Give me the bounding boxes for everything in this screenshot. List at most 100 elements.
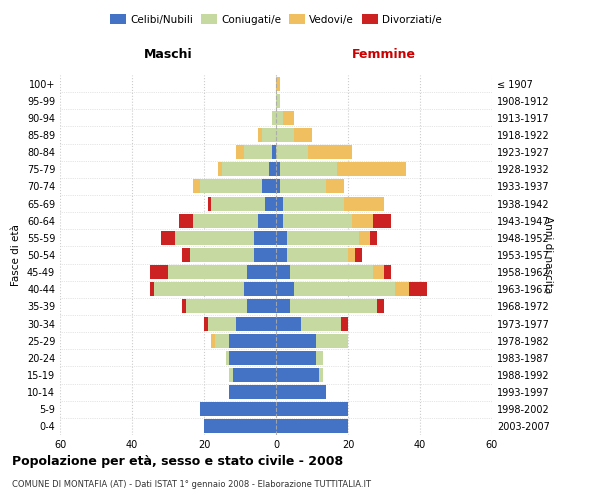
- Bar: [359, 231, 370, 245]
- Bar: [254, 231, 276, 245]
- Bar: [262, 180, 276, 194]
- Bar: [308, 145, 352, 159]
- Bar: [316, 334, 348, 347]
- Bar: [150, 282, 154, 296]
- Bar: [283, 196, 344, 210]
- Bar: [204, 420, 276, 434]
- Bar: [182, 300, 186, 314]
- Bar: [258, 214, 276, 228]
- Bar: [247, 265, 276, 279]
- Bar: [287, 231, 359, 245]
- Bar: [337, 162, 406, 176]
- Bar: [229, 368, 233, 382]
- Bar: [190, 248, 254, 262]
- Bar: [373, 214, 391, 228]
- Bar: [211, 334, 215, 347]
- Bar: [179, 214, 193, 228]
- Bar: [409, 282, 427, 296]
- Bar: [280, 162, 337, 176]
- Bar: [290, 265, 373, 279]
- Bar: [384, 265, 391, 279]
- Bar: [276, 265, 290, 279]
- Bar: [229, 385, 276, 399]
- Bar: [283, 214, 352, 228]
- Bar: [276, 316, 301, 330]
- Bar: [287, 248, 348, 262]
- Bar: [276, 145, 308, 159]
- Bar: [294, 128, 312, 142]
- Bar: [341, 316, 348, 330]
- Bar: [301, 316, 341, 330]
- Bar: [276, 402, 348, 416]
- Bar: [276, 282, 294, 296]
- Bar: [276, 231, 287, 245]
- Bar: [208, 316, 236, 330]
- Bar: [193, 214, 258, 228]
- Y-axis label: Anni di nascita: Anni di nascita: [542, 216, 553, 294]
- Bar: [150, 265, 168, 279]
- Bar: [276, 420, 348, 434]
- Legend: Celibi/Nubili, Coniugati/e, Vedovi/e, Divorziati/e: Celibi/Nubili, Coniugati/e, Vedovi/e, Di…: [106, 10, 446, 29]
- Bar: [211, 196, 265, 210]
- Bar: [370, 231, 377, 245]
- Bar: [236, 316, 276, 330]
- Bar: [276, 300, 290, 314]
- Bar: [373, 265, 384, 279]
- Bar: [182, 248, 190, 262]
- Bar: [265, 196, 276, 210]
- Bar: [348, 248, 355, 262]
- Bar: [280, 180, 326, 194]
- Bar: [377, 300, 384, 314]
- Bar: [233, 368, 276, 382]
- Bar: [229, 334, 276, 347]
- Bar: [276, 94, 280, 108]
- Bar: [269, 162, 276, 176]
- Bar: [326, 180, 344, 194]
- Bar: [283, 111, 294, 125]
- Bar: [175, 231, 254, 245]
- Bar: [247, 300, 276, 314]
- Bar: [352, 214, 373, 228]
- Bar: [276, 196, 283, 210]
- Bar: [272, 145, 276, 159]
- Bar: [276, 180, 280, 194]
- Bar: [222, 162, 269, 176]
- Bar: [154, 282, 244, 296]
- Bar: [161, 231, 175, 245]
- Bar: [229, 351, 276, 365]
- Bar: [218, 162, 222, 176]
- Bar: [258, 128, 262, 142]
- Bar: [262, 128, 276, 142]
- Bar: [215, 334, 229, 347]
- Bar: [254, 248, 276, 262]
- Bar: [276, 128, 294, 142]
- Bar: [244, 282, 276, 296]
- Bar: [276, 248, 287, 262]
- Bar: [276, 351, 316, 365]
- Bar: [226, 351, 229, 365]
- Bar: [244, 145, 272, 159]
- Text: Popolazione per età, sesso e stato civile - 2008: Popolazione per età, sesso e stato civil…: [12, 455, 343, 468]
- Bar: [276, 214, 283, 228]
- Text: Maschi: Maschi: [143, 48, 193, 62]
- Bar: [276, 385, 326, 399]
- Bar: [319, 368, 323, 382]
- Bar: [355, 248, 362, 262]
- Bar: [200, 402, 276, 416]
- Bar: [272, 111, 276, 125]
- Bar: [204, 316, 208, 330]
- Bar: [208, 196, 211, 210]
- Bar: [193, 180, 200, 194]
- Bar: [276, 76, 280, 90]
- Bar: [200, 180, 262, 194]
- Bar: [276, 111, 283, 125]
- Bar: [276, 368, 319, 382]
- Text: COMUNE DI MONTAFIA (AT) - Dati ISTAT 1° gennaio 2008 - Elaborazione TUTTITALIA.I: COMUNE DI MONTAFIA (AT) - Dati ISTAT 1° …: [12, 480, 371, 489]
- Bar: [276, 162, 280, 176]
- Bar: [294, 282, 395, 296]
- Text: Femmine: Femmine: [352, 48, 416, 62]
- Bar: [186, 300, 247, 314]
- Bar: [344, 196, 384, 210]
- Y-axis label: Fasce di età: Fasce di età: [11, 224, 21, 286]
- Bar: [395, 282, 409, 296]
